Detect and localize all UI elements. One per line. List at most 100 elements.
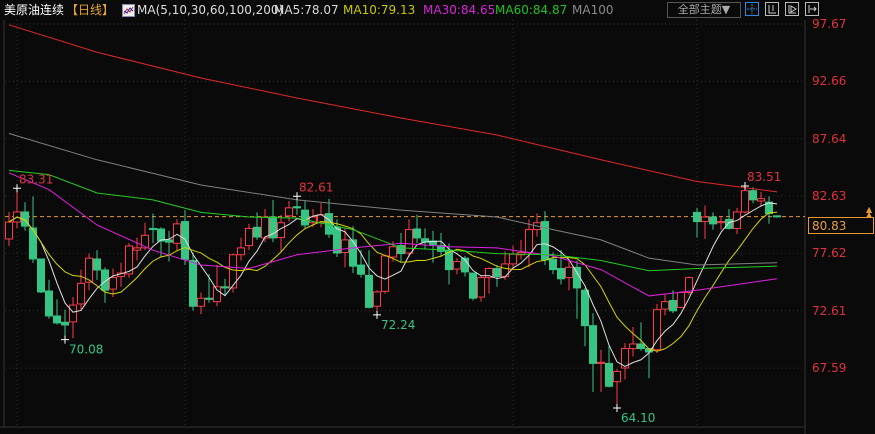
candle[interactable] bbox=[301, 200, 309, 229]
candle[interactable] bbox=[581, 287, 589, 347]
candle[interactable] bbox=[21, 202, 29, 231]
candle[interactable] bbox=[477, 275, 485, 302]
candle[interactable] bbox=[205, 274, 213, 303]
candle[interactable] bbox=[597, 349, 605, 393]
candle[interactable] bbox=[365, 250, 373, 309]
indicator-icon[interactable] bbox=[122, 4, 135, 17]
candle[interactable] bbox=[669, 290, 677, 314]
candle[interactable] bbox=[357, 250, 365, 278]
candle-body bbox=[349, 239, 357, 267]
candle[interactable] bbox=[717, 215, 725, 230]
candle[interactable] bbox=[45, 279, 53, 319]
candle[interactable] bbox=[381, 254, 389, 294]
candle[interactable] bbox=[101, 267, 109, 303]
candle[interactable] bbox=[773, 215, 781, 218]
ma-line-ma10 bbox=[8, 211, 778, 352]
candle[interactable] bbox=[701, 205, 709, 239]
candle[interactable] bbox=[605, 346, 613, 388]
candle[interactable] bbox=[109, 268, 117, 298]
candle[interactable] bbox=[413, 214, 421, 244]
candle[interactable] bbox=[565, 260, 573, 291]
candle[interactable] bbox=[485, 267, 493, 294]
candle[interactable] bbox=[685, 276, 693, 295]
candle-body bbox=[125, 245, 133, 275]
candle[interactable] bbox=[517, 239, 525, 260]
candle[interactable] bbox=[245, 223, 253, 251]
candle[interactable] bbox=[589, 313, 597, 393]
candle[interactable] bbox=[437, 233, 445, 258]
candle[interactable] bbox=[125, 243, 133, 278]
candle[interactable] bbox=[677, 291, 685, 309]
candle[interactable] bbox=[373, 290, 381, 315]
candle[interactable] bbox=[181, 210, 189, 266]
candle[interactable] bbox=[341, 228, 349, 268]
candle-body bbox=[477, 277, 485, 298]
candle[interactable] bbox=[157, 227, 165, 258]
candle[interactable] bbox=[333, 219, 341, 258]
candle[interactable] bbox=[749, 187, 757, 204]
candle[interactable] bbox=[61, 309, 69, 340]
candle[interactable] bbox=[709, 212, 717, 230]
candle[interactable] bbox=[461, 255, 469, 277]
candle[interactable] bbox=[165, 230, 173, 262]
y-tick-label: 67.59 bbox=[812, 361, 847, 376]
candle[interactable] bbox=[501, 251, 509, 280]
candle[interactable] bbox=[613, 369, 621, 409]
candle[interactable] bbox=[149, 213, 157, 244]
candle[interactable] bbox=[429, 230, 437, 263]
candle[interactable] bbox=[309, 208, 317, 228]
candle-body bbox=[469, 272, 477, 299]
candle[interactable] bbox=[69, 297, 77, 339]
ma60-value: MA60:84.87 bbox=[495, 3, 568, 17]
candle[interactable] bbox=[741, 185, 749, 214]
candle-body bbox=[677, 291, 685, 308]
candle[interactable] bbox=[493, 265, 501, 287]
candle[interactable] bbox=[13, 188, 21, 228]
candle[interactable] bbox=[469, 272, 477, 301]
candle[interactable] bbox=[765, 196, 773, 224]
indicator-name[interactable]: MA(5,10,30,60,100,200) bbox=[137, 3, 284, 17]
candle[interactable] bbox=[269, 199, 277, 243]
exit-right-icon[interactable] bbox=[805, 2, 819, 16]
scroll-up-arrows-icon[interactable]: ▲ ▲ bbox=[866, 205, 873, 219]
candle[interactable] bbox=[525, 219, 533, 268]
crosshair-icon[interactable] bbox=[745, 2, 759, 16]
candle[interactable] bbox=[141, 222, 149, 251]
candle[interactable] bbox=[629, 326, 637, 357]
candle[interactable] bbox=[453, 258, 461, 275]
candle[interactable] bbox=[653, 303, 661, 354]
candle-body bbox=[621, 348, 629, 369]
candle-body bbox=[397, 245, 405, 255]
candle[interactable] bbox=[53, 299, 61, 325]
candle[interactable] bbox=[37, 258, 45, 293]
candle[interactable] bbox=[541, 211, 549, 266]
candle-body bbox=[141, 234, 149, 249]
candle-body bbox=[525, 229, 533, 253]
play-icon[interactable] bbox=[785, 2, 799, 16]
candle[interactable] bbox=[661, 294, 669, 316]
candle[interactable] bbox=[405, 219, 413, 258]
candle[interactable] bbox=[85, 253, 93, 291]
candle[interactable] bbox=[621, 342, 629, 380]
candle[interactable] bbox=[197, 292, 205, 315]
candle[interactable] bbox=[133, 237, 141, 261]
candle[interactable] bbox=[213, 265, 221, 307]
candle[interactable] bbox=[637, 322, 645, 351]
candle[interactable] bbox=[277, 214, 285, 252]
candle-body bbox=[493, 267, 501, 277]
candle[interactable] bbox=[725, 208, 733, 230]
candle[interactable] bbox=[757, 191, 765, 207]
candle[interactable] bbox=[93, 250, 101, 280]
candle[interactable] bbox=[229, 253, 237, 293]
candle[interactable] bbox=[421, 228, 429, 250]
candle[interactable] bbox=[237, 237, 245, 261]
zoom-range-icon[interactable] bbox=[765, 2, 779, 16]
theme-dropdown[interactable]: 全部主题▼ bbox=[667, 2, 741, 18]
candle[interactable] bbox=[189, 252, 197, 311]
candle[interactable] bbox=[693, 207, 701, 238]
candle[interactable] bbox=[349, 226, 357, 274]
ma10-value: MA10:79.13 bbox=[343, 3, 416, 17]
period-label[interactable]: 【日线】 bbox=[66, 3, 115, 17]
candle[interactable] bbox=[221, 278, 229, 296]
